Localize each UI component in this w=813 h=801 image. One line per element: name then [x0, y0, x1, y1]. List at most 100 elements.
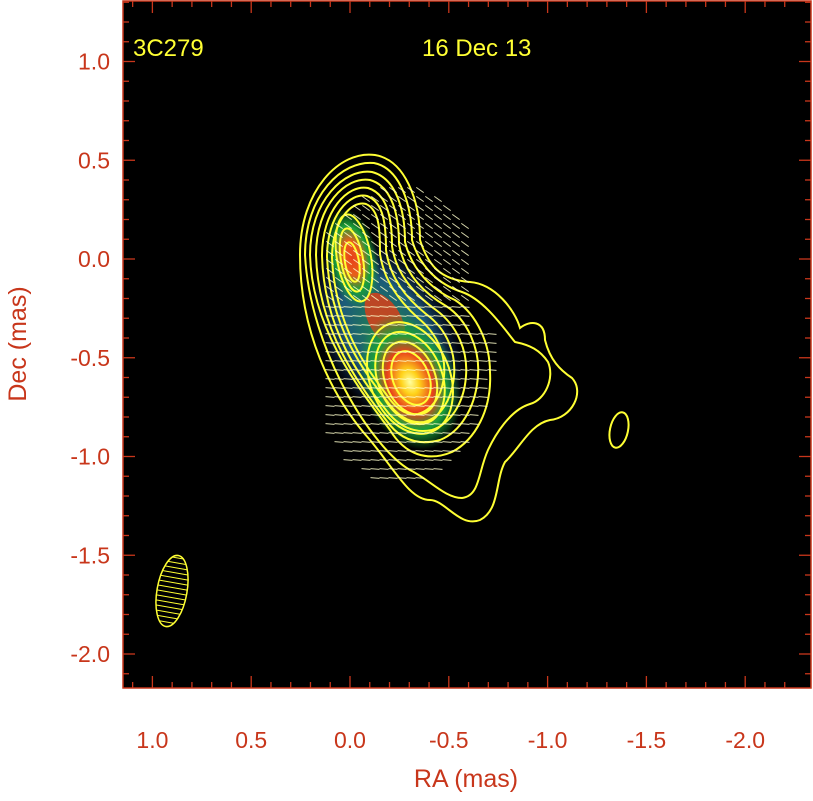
evpa-tick — [424, 351, 434, 353]
evpa-tick — [415, 405, 425, 407]
evpa-tick — [415, 306, 425, 308]
evpa-tick — [460, 369, 470, 371]
evpa-tick — [461, 267, 469, 275]
evpa-tick — [343, 423, 353, 425]
evpa-tick — [469, 423, 479, 425]
evpa-tick — [326, 294, 334, 302]
evpa-tick — [424, 450, 434, 452]
evpa-tick — [325, 351, 335, 353]
evpa-tick — [362, 258, 370, 266]
evpa-tick — [443, 267, 451, 275]
evpa-tick — [451, 378, 461, 380]
evpa-tick — [433, 405, 443, 407]
evpa-tick — [434, 249, 442, 257]
evpa-tick — [442, 369, 452, 371]
evpa-tick — [388, 324, 398, 326]
evpa-tick — [469, 360, 479, 362]
evpa-tick — [433, 351, 443, 353]
evpa-tick — [380, 267, 388, 275]
evpa-tick — [398, 258, 406, 266]
evpa-tick — [388, 450, 398, 452]
evpa-tick — [397, 324, 407, 326]
evpa-tick — [343, 387, 353, 389]
evpa-tick — [451, 369, 461, 371]
evpa-tick — [452, 249, 460, 257]
evpa-tick — [487, 333, 497, 335]
evpa-tick — [325, 423, 335, 425]
evpa-tick — [370, 450, 380, 452]
evpa-tick — [370, 333, 380, 335]
evpa-tick — [415, 396, 425, 398]
evpa-tick — [460, 378, 470, 380]
evpa-tick — [415, 459, 425, 461]
evpa-tick — [361, 324, 371, 326]
evpa-tick — [425, 195, 433, 203]
evpa-tick — [398, 204, 406, 212]
evpa-tick — [370, 369, 380, 371]
evpa-tick — [469, 396, 479, 398]
evpa-tick — [406, 315, 416, 317]
evpa-tick — [406, 306, 416, 308]
evpa-tick — [371, 222, 379, 230]
evpa-tick — [326, 267, 334, 275]
evpa-tick — [416, 240, 424, 248]
evpa-tick — [370, 477, 380, 479]
evpa-tick — [352, 315, 362, 317]
evpa-tick — [334, 342, 344, 344]
evpa-tick — [398, 285, 406, 293]
evpa-tick — [451, 315, 461, 317]
evpa-tick — [416, 231, 424, 239]
evpa-tick — [379, 432, 389, 434]
evpa-tick — [406, 333, 416, 335]
evpa-tick — [461, 276, 469, 284]
evpa-tick — [361, 396, 371, 398]
evpa-tick — [326, 240, 334, 248]
evpa-tick — [425, 276, 433, 284]
evpa-tick — [334, 369, 344, 371]
evpa-tick — [397, 468, 407, 470]
evpa-tick — [334, 432, 344, 434]
evpa-tick — [344, 267, 352, 275]
evpa-tick — [433, 342, 443, 344]
evpa-tick — [326, 285, 334, 293]
evpa-tick — [362, 294, 370, 302]
evpa-tick — [460, 306, 470, 308]
evpa-tick — [334, 396, 344, 398]
evpa-tick — [433, 468, 443, 470]
evpa-tick — [424, 396, 434, 398]
evpa-tick — [434, 267, 442, 275]
evpa-tick — [406, 459, 416, 461]
evpa-tick — [469, 378, 479, 380]
evpa-tick — [362, 249, 370, 257]
evpa-tick — [325, 360, 335, 362]
evpa-tick — [407, 186, 415, 194]
evpa-tick — [406, 378, 416, 380]
evpa-tick — [334, 324, 344, 326]
evpa-tick — [361, 369, 371, 371]
evpa-tick — [434, 276, 442, 284]
evpa-tick — [478, 396, 488, 398]
evpa-tick — [379, 450, 389, 452]
evpa-tick — [442, 315, 452, 317]
evpa-tick — [434, 285, 442, 293]
evpa-tick — [424, 432, 434, 434]
evpa-tick — [380, 186, 388, 194]
evpa-tick — [326, 276, 334, 284]
evpa-tick — [361, 450, 371, 452]
evpa-tick — [344, 213, 352, 221]
evpa-tick — [451, 342, 461, 344]
evpa-tick — [343, 405, 353, 407]
evpa-tick — [451, 387, 461, 389]
evpa-tick — [424, 405, 434, 407]
y-tick-label: -1.5 — [70, 542, 110, 568]
evpa-tick — [334, 378, 344, 380]
evpa-tick — [343, 333, 353, 335]
evpa-tick — [371, 240, 379, 248]
evpa-tick — [487, 351, 497, 353]
evpa-tick — [442, 360, 452, 362]
evpa-tick — [379, 405, 389, 407]
evpa-tick — [469, 369, 479, 371]
evpa-tick — [353, 222, 361, 230]
evpa-tick — [415, 342, 425, 344]
evpa-tick — [398, 186, 406, 194]
